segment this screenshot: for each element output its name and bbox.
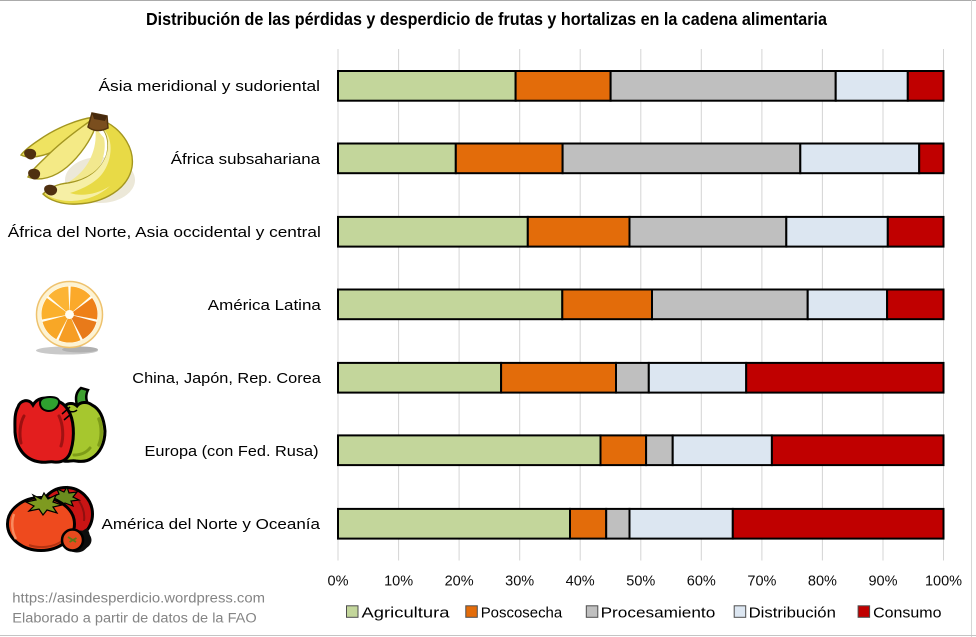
svg-text:Elaborado a partir de datos de: Elaborado a partir de datos de la FAO (12, 611, 256, 626)
svg-text:Distribución de las pérdidas y: Distribución de las pérdidas y desperdic… (146, 9, 827, 29)
svg-text:Agricultura: Agricultura (362, 605, 451, 622)
svg-text:Distribución: Distribución (749, 605, 836, 622)
svg-text:40%: 40% (566, 574, 595, 590)
svg-text:90%: 90% (868, 574, 897, 590)
svg-text:Ásia meridional y sudoriental: Ásia meridional y sudoriental (99, 78, 321, 95)
svg-text:https://asindesperdicio.wordpr: https://asindesperdicio.wordpress.com (12, 591, 265, 606)
svg-text:80%: 80% (808, 574, 837, 590)
svg-text:70%: 70% (747, 574, 776, 590)
svg-text:América del Norte y Oceanía: América del Norte y Oceanía (102, 516, 321, 533)
svg-text:60%: 60% (687, 574, 716, 590)
svg-text:0%: 0% (328, 574, 349, 590)
svg-text:América Latina: América Latina (208, 297, 322, 314)
svg-text:China, Japón, Rep. Corea: China, Japón, Rep. Corea (132, 370, 321, 387)
svg-text:30%: 30% (505, 574, 534, 590)
svg-text:Procesamiento: Procesamiento (601, 605, 716, 622)
svg-text:10%: 10% (384, 574, 413, 590)
svg-text:50%: 50% (626, 574, 655, 590)
svg-text:Europa (con Fed. Rusa): Europa (con Fed. Rusa) (145, 443, 319, 460)
svg-text:África subsahariana: África subsahariana (171, 151, 321, 168)
svg-text:África del Norte, Asia occiden: África del Norte, Asia occidental y cent… (8, 224, 321, 241)
svg-text:100%: 100% (925, 574, 962, 590)
svg-text:Poscosecha: Poscosecha (481, 605, 563, 622)
svg-text:Consumo: Consumo (873, 605, 941, 622)
svg-text:20%: 20% (445, 574, 474, 590)
